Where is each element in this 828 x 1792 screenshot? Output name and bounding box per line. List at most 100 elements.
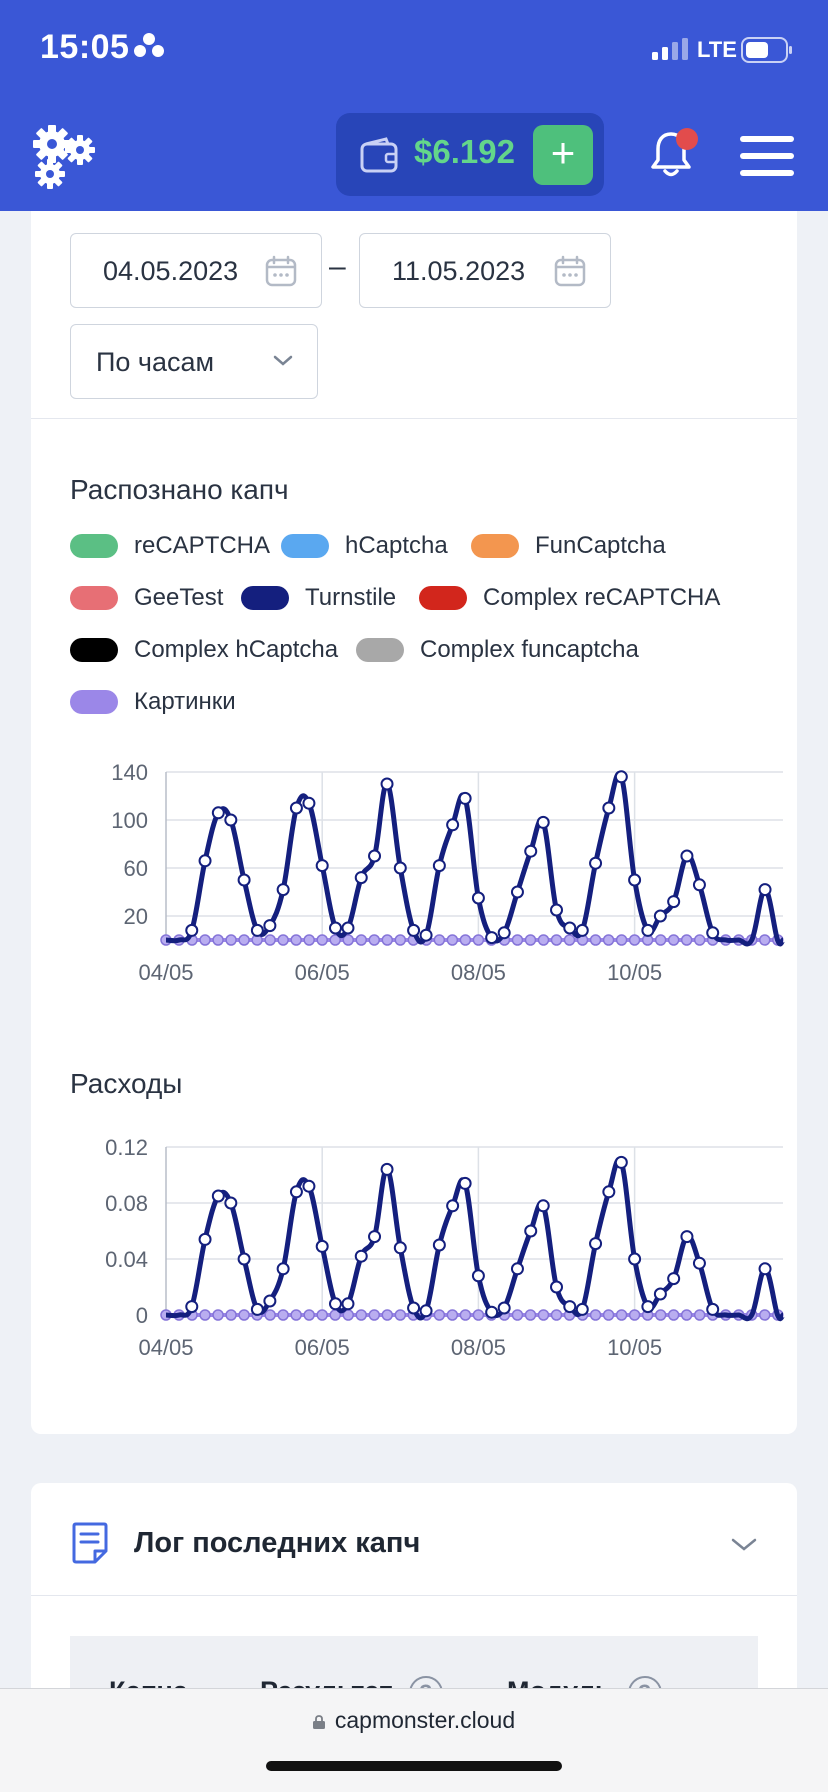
- data-point-turnstile: [237, 1252, 251, 1266]
- data-point-images: [602, 1309, 615, 1321]
- data-point-images: [199, 934, 211, 946]
- captcha-count-chart: 20 60 100 140 04/05 06/05 08/05 10/05: [91, 760, 791, 1005]
- data-point-images: [212, 1309, 224, 1321]
- x-tick-label: 04/05: [138, 960, 193, 985]
- data-point-images: [550, 934, 563, 946]
- data-point-images: [589, 934, 602, 946]
- data-point-turnstile: [680, 1230, 694, 1244]
- costs-chart-title: Расходы: [70, 1068, 183, 1099]
- data-point-turnstile: [224, 1196, 238, 1210]
- data-point-turnstile: [198, 1232, 212, 1246]
- data-point-images: [277, 934, 289, 946]
- network-type: LTE: [697, 37, 737, 62]
- legend-swatch: [70, 638, 118, 662]
- address-url[interactable]: capmonster.cloud: [0, 1707, 828, 1734]
- x-tick-label: 10/05: [607, 960, 662, 985]
- data-point-images: [511, 934, 524, 946]
- period-select[interactable]: По часам: [70, 324, 318, 399]
- data-point-turnstile: [211, 1189, 225, 1203]
- legend-swatch: [471, 534, 519, 558]
- date-from-value: 04.05.2023: [103, 256, 239, 286]
- settings-gears-icon[interactable]: [28, 120, 100, 192]
- data-point-turnstile: [758, 1262, 772, 1276]
- log-title: Лог последних капч: [134, 1527, 421, 1559]
- data-point-images: [667, 934, 680, 946]
- data-point-turnstile: [328, 921, 342, 935]
- y-tick-label: 0.12: [105, 1135, 148, 1160]
- data-point-images: [524, 1309, 537, 1321]
- data-point-turnstile: [692, 1256, 706, 1270]
- legend-swatch: [419, 586, 467, 610]
- data-point-turnstile: [471, 891, 485, 905]
- data-point-turnstile: [380, 777, 394, 791]
- notification-badge: [676, 128, 698, 150]
- chevron-down-icon: [273, 355, 293, 366]
- data-point-turnstile: [458, 1176, 472, 1190]
- data-point-images: [277, 1309, 289, 1321]
- data-point-images: [628, 934, 641, 946]
- data-point-turnstile: [368, 1230, 382, 1244]
- data-point-images: [290, 1309, 302, 1321]
- data-point-images: [654, 934, 667, 946]
- data-point-images: [550, 1309, 563, 1321]
- data-point-images: [602, 934, 615, 946]
- data-point-turnstile: [550, 903, 564, 917]
- divider: [31, 1595, 797, 1596]
- data-point-turnstile: [497, 926, 511, 940]
- lock-icon: [312, 1715, 325, 1729]
- data-point-images: [238, 1309, 250, 1321]
- data-point-turnstile: [550, 1280, 564, 1294]
- date-to-field[interactable]: 11.05.2023: [359, 233, 611, 308]
- data-point-images: [589, 1309, 602, 1321]
- status-time: 15:05: [40, 28, 130, 66]
- data-point-images: [355, 1309, 368, 1321]
- data-point-turnstile: [536, 1199, 550, 1213]
- data-point-turnstile: [185, 923, 199, 937]
- data-point-turnstile: [497, 1301, 511, 1315]
- x-tick-label: 06/05: [295, 1335, 350, 1360]
- calendar-icon: [554, 255, 586, 287]
- y-tick-label: 0.04: [105, 1247, 148, 1272]
- data-point-turnstile: [302, 796, 316, 810]
- data-point-images: [446, 934, 459, 946]
- data-point-turnstile: [628, 873, 642, 887]
- data-point-turnstile: [185, 1300, 199, 1314]
- data-point-turnstile: [368, 849, 382, 863]
- legend-swatch: [70, 586, 118, 610]
- data-point-turnstile: [263, 919, 277, 933]
- data-point-images: [693, 1309, 706, 1321]
- data-point-images: [680, 1309, 693, 1321]
- data-point-turnstile: [263, 1294, 277, 1308]
- browser-address-bar: capmonster.cloud: [0, 1688, 828, 1792]
- data-point-turnstile: [471, 1269, 485, 1283]
- add-funds-button[interactable]: +: [533, 125, 593, 185]
- data-point-images: [615, 1309, 628, 1321]
- date-from-field[interactable]: 04.05.2023: [70, 233, 322, 308]
- data-point-images: [459, 1309, 472, 1321]
- url-text: capmonster.cloud: [334, 1707, 516, 1733]
- data-point-images: [680, 934, 693, 946]
- data-point-turnstile: [641, 1300, 655, 1314]
- data-point-turnstile: [667, 895, 681, 909]
- legend-label: Картинки: [134, 688, 236, 715]
- data-point-turnstile: [198, 854, 212, 868]
- data-point-turnstile: [276, 1262, 290, 1276]
- data-point-turnstile: [315, 859, 329, 873]
- data-point-images: [433, 934, 446, 946]
- data-point-images: [537, 934, 550, 946]
- chart-svg: 0 0.04 0.08 0.12 04/05 06/05 08/05 10/05: [105, 1135, 786, 1360]
- legend-label: Turnstile: [305, 584, 397, 611]
- date-range-separator: –: [329, 250, 346, 283]
- legend-swatch: [281, 534, 329, 558]
- data-point-images: [238, 934, 250, 946]
- date-to-value: 11.05.2023: [392, 256, 526, 286]
- hamburger-menu-icon[interactable]: [740, 136, 794, 176]
- stats-card: 04.05.2023 – 11.05.2023 По часам Распозн…: [31, 200, 797, 1434]
- captcha-chart-title: Распознано капч: [70, 474, 289, 505]
- chevron-down-icon[interactable]: [731, 1538, 757, 1552]
- data-point-turnstile: [276, 883, 290, 897]
- data-point-turnstile: [432, 859, 446, 873]
- data-point-images: [563, 934, 576, 946]
- data-point-turnstile: [758, 883, 772, 897]
- data-point-turnstile: [510, 885, 524, 899]
